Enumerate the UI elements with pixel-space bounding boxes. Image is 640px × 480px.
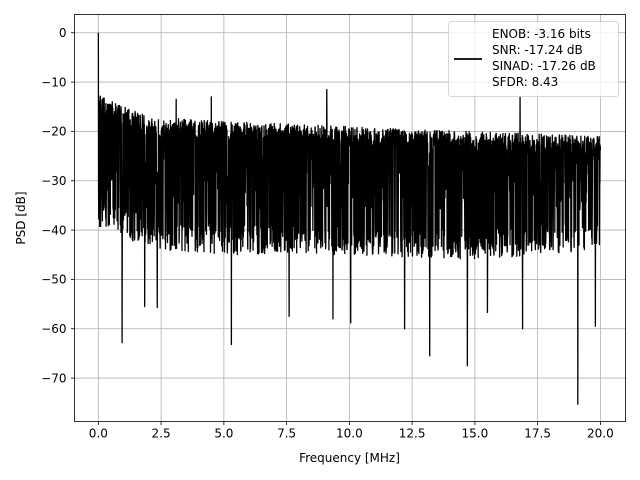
legend-entry-line: SFDR: 8.43 bbox=[492, 75, 558, 89]
plot-area bbox=[97, 32, 602, 405]
y-tick-label: −30 bbox=[41, 174, 66, 188]
psd-trace bbox=[97, 32, 602, 405]
axes-frame bbox=[74, 14, 626, 422]
y-axis-label: PSD [dB] bbox=[14, 191, 28, 244]
y-tick-label: −70 bbox=[41, 371, 66, 385]
axis-ticks: 0.0 2.5 5.0 7.5 10.0 12.5 15.0 17.5 20.0 0 −10 −20 −… bbox=[41, 26, 614, 441]
x-tick-label: 7.5 bbox=[277, 427, 296, 441]
x-tick-label: 10.0 bbox=[336, 427, 363, 441]
legend-entry-line: SINAD: -17.26 dB bbox=[492, 59, 596, 73]
y-tick-label: −40 bbox=[41, 223, 66, 237]
x-tick-label: 5.0 bbox=[214, 427, 233, 441]
x-tick-label: 12.5 bbox=[399, 427, 426, 441]
y-tick-label: −60 bbox=[41, 322, 66, 336]
x-tick-label: 2.5 bbox=[152, 427, 171, 441]
legend-entry-line: ENOB: -3.16 bits bbox=[492, 27, 591, 41]
legend-entry-line: SNR: -17.24 dB bbox=[492, 43, 583, 57]
legend: ENOB: -3.16 bits SNR: -17.24 dB SINAD: -17… bbox=[448, 21, 619, 97]
y-tick-label: 0 bbox=[59, 26, 67, 40]
legend-box bbox=[448, 21, 619, 97]
y-tick-label: −20 bbox=[41, 125, 66, 139]
y-tick-label: −10 bbox=[41, 75, 66, 89]
x-tick-label: 20.0 bbox=[587, 427, 614, 441]
x-tick-label: 0.0 bbox=[89, 427, 108, 441]
x-axis-label: Frequency [MHz] bbox=[299, 451, 400, 465]
x-tick-label: 17.5 bbox=[524, 427, 551, 441]
x-tick-label: 15.0 bbox=[462, 427, 489, 441]
y-tick-label: −50 bbox=[41, 273, 66, 287]
